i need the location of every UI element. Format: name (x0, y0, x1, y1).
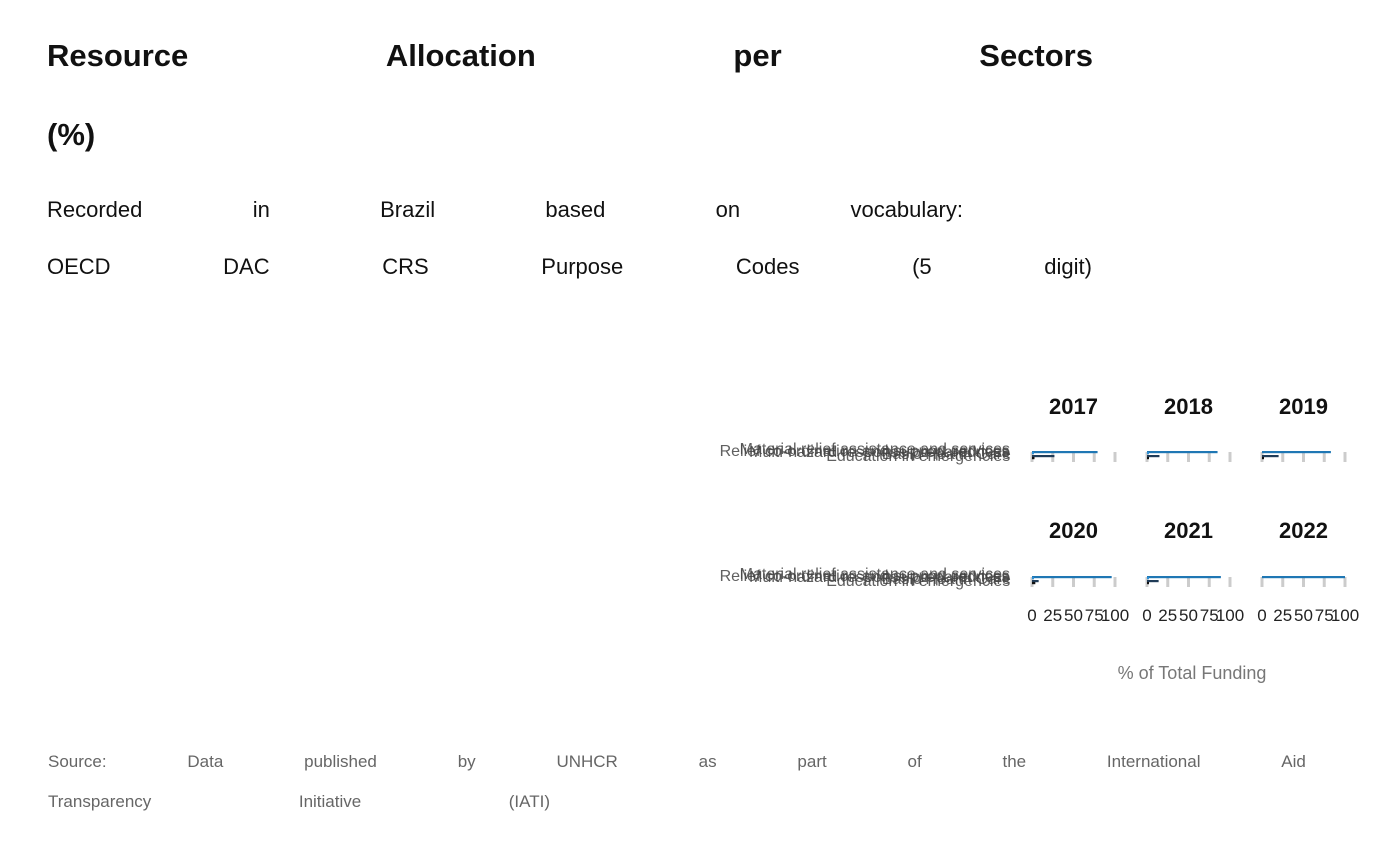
sector-label: Material relief assistance and services (740, 566, 1010, 583)
subtitle-word: based (545, 197, 606, 222)
bar-material-relief-assistance-and-services (1032, 451, 1098, 454)
subtitle-word: DAC (223, 254, 270, 279)
bar-basic-health-care (1032, 580, 1039, 583)
bar-education-in-emergencies (1147, 457, 1149, 460)
bar-education-in-emergencies (1032, 457, 1035, 460)
subtitle-word: vocabulary: (850, 197, 963, 222)
bar-relief-co-ordination-and-support-services (1032, 452, 1034, 455)
x-tick-label: 100 (1331, 606, 1359, 625)
x-tick-label: 100 (1216, 606, 1244, 625)
source-word: by (457, 752, 476, 771)
x-tick-label: 50 (1179, 606, 1198, 625)
bar-relief-co-ordination-and-support-services (1032, 577, 1034, 580)
bar-education-in-emergencies (1032, 582, 1036, 585)
bar-relief-co-ordination-and-support-services (1147, 452, 1149, 455)
sector-label: Multi-hazard response preparedness (749, 444, 1010, 461)
bar-material-relief-assistance-and-services (1147, 451, 1218, 454)
panel-year-title: 2022 (1279, 518, 1328, 543)
sector-label: Relief co-ordination and support service… (720, 568, 1010, 585)
sector-label: Material relief assistance and services (740, 441, 1010, 458)
bar-basic-health-care (1147, 580, 1159, 583)
source-word: Data (187, 752, 224, 771)
subtitle-word: Brazil (380, 197, 436, 222)
source-word: Source: (48, 752, 107, 771)
sector-label: Education in emergencies (826, 448, 1010, 465)
x-tick-label: 25 (1158, 606, 1177, 625)
bar-material-relief-assistance-and-services (1147, 576, 1221, 579)
x-tick-label: 25 (1043, 606, 1062, 625)
bar-education-in-emergencies (1262, 457, 1264, 460)
x-tick-label: 0 (1257, 606, 1266, 625)
subtitle-word: Codes (735, 254, 800, 279)
title-word: Resource (47, 38, 189, 73)
x-tick-label: 100 (1101, 606, 1129, 625)
source-word: Transparency (48, 792, 152, 811)
title-unit-text: (%) (47, 117, 96, 152)
subtitle-word: in (252, 197, 270, 222)
subtitle-word: Purpose (541, 254, 624, 279)
source-word: Initiative (298, 792, 362, 811)
panel-year-title: 2021 (1164, 518, 1213, 543)
subtitle-word: Recorded (47, 197, 143, 222)
subtitle-word: on (715, 197, 741, 222)
x-tick-label: 75 (1085, 606, 1104, 625)
title-word: per (733, 38, 782, 73)
sector-label: Multi-hazard response preparedness (749, 569, 1010, 586)
x-tick-label: 75 (1315, 606, 1334, 625)
x-tick-label: 0 (1142, 606, 1151, 625)
x-tick-label: 75 (1200, 606, 1219, 625)
sector-label: Education in emergencies (826, 573, 1010, 590)
title-word: Allocation (385, 38, 536, 73)
page-title-unit: (%) (47, 117, 95, 153)
panel-year-title: 2017 (1049, 394, 1098, 419)
subtitle-word: OECD (47, 254, 111, 279)
bar-material-relief-assistance-and-services (1262, 576, 1345, 579)
x-tick-label: 25 (1273, 606, 1292, 625)
bar-material-relief-assistance-and-services (1262, 451, 1331, 454)
bar-relief-co-ordination-and-support-services (1147, 577, 1149, 580)
bar-education-in-emergencies (1147, 582, 1149, 585)
subtitle-word: CRS (382, 254, 429, 279)
bar-material-relief-assistance-and-services (1032, 576, 1112, 579)
x-tick-label: 50 (1294, 606, 1313, 625)
source-word: UNHCR (556, 752, 618, 771)
page-title: Resource Allocation per Sectors (47, 38, 1093, 74)
source-word: (IATI) (508, 792, 550, 811)
source-word: published (304, 752, 377, 771)
source-word: as (698, 752, 717, 771)
subtitle-word: digit) (1044, 254, 1092, 279)
panel-year-title: 2018 (1164, 394, 1213, 419)
x-tick-label: 50 (1064, 606, 1083, 625)
sector-label: Relief co-ordination and support service… (720, 443, 1010, 460)
source-word: the (1002, 752, 1027, 771)
title-word: Sectors (979, 38, 1093, 73)
source-word: International (1106, 752, 1201, 771)
sector-label: Basic Health Care (882, 446, 1011, 463)
source-word: part (797, 752, 827, 771)
bar-basic-health-care (1147, 455, 1160, 458)
bar-basic-health-care (1262, 455, 1279, 458)
page-subtitle: Recorded in Brazil based on vocabulary: (47, 197, 963, 223)
source-word: of (907, 752, 922, 771)
page-subtitle-vocabulary: OECD DAC CRS Purpose Codes (5 digit) (47, 254, 1092, 280)
panel-year-title: 2019 (1279, 394, 1328, 419)
source-word: Aid (1281, 752, 1306, 771)
source-note: Source: Data published by UNHCR as part of the In… (48, 752, 1306, 772)
bar-basic-health-care (1032, 455, 1055, 458)
x-tick-label: 0 (1027, 606, 1036, 625)
panel-year-title: 2020 (1049, 518, 1098, 543)
x-axis-label: % of Total Funding (1118, 663, 1267, 683)
sector-label: Basic Health Care (882, 571, 1011, 588)
source-note-continued: Transparency Initiative (IATI) (48, 792, 550, 812)
subtitle-word: (5 (912, 254, 932, 279)
